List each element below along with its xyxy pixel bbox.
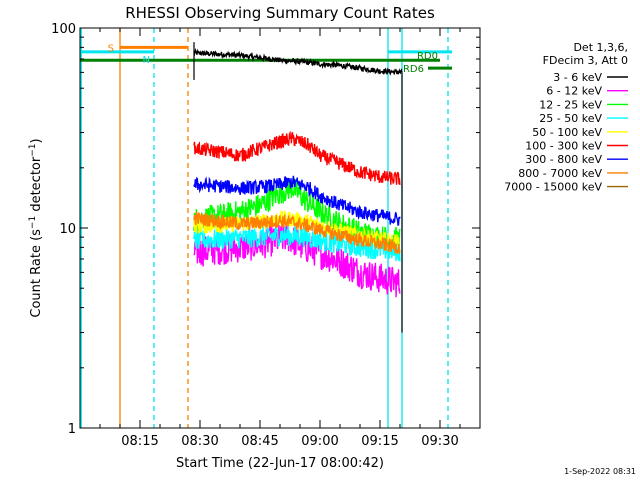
legend-label: 7000 - 15000 keV [504,181,602,194]
legend-label: 6 - 12 keV [546,85,602,98]
axes: 1 10 100 08:15 08:30 08:45 09:00 09:15 09:30 [51,22,481,449]
series-line-6 [193,175,401,226]
x-tick-label: 08:15 [121,434,158,449]
legend-header-line-2: FDecim 3, Att 0 [543,54,628,67]
y-axis-label-sup: −1 [28,216,38,229]
y-tick-label: 10 [59,222,76,237]
y-tick-label: 1 [68,422,76,437]
x-tick-label: 08:30 [181,434,218,449]
legend-label: 300 - 800 keV [525,153,602,166]
flag-label: S [108,43,114,54]
x-tick-label: 09:30 [421,434,458,449]
x-axis-label: Start Time (22-Jun-17 08:00:42) [176,456,384,471]
x-tick-label: 09:15 [361,434,398,449]
legend-label: 50 - 100 keV [532,126,602,139]
legend-label: 800 - 7000 keV [518,167,602,180]
flag-label: RD6 [403,64,424,75]
plot-frame [79,27,481,429]
series-line-0 [193,47,403,76]
series-line-7 [193,210,401,255]
y-tick-label: 100 [51,22,76,37]
series-line-1 [193,223,401,298]
flag-label: RD0 [417,51,438,62]
y-axis-label-end: ) [29,138,44,143]
y-axis-label-mid: detector [29,156,44,216]
y-axis-label: Count Rate (s−1 detector−1) [28,138,44,317]
flag-label: N [143,55,150,66]
data-marks: S N RD0 RD6 [80,28,452,428]
legend-label: 3 - 6 keV [553,71,602,84]
legend-header-line-1: Det 1,3,6, [573,41,628,54]
series-line-2 [193,178,401,251]
legend-label: 12 - 25 keV [539,98,602,111]
legend-label: 100 - 300 keV [525,140,602,153]
y-axis-label-sup2: −1 [28,143,38,156]
series-line-3 [193,225,401,262]
chart-title: RHESSI Observing Summary Count Rates [125,4,435,22]
x-tick-label: 08:45 [241,434,278,449]
legend-label: 25 - 50 keV [539,112,602,125]
footer-timestamp: 1-Sep-2022 08:31 [564,467,636,476]
y-axis-label-main: Count Rate (s [29,229,44,318]
series-line-5 [193,130,401,185]
x-tick-label: 09:00 [301,434,338,449]
